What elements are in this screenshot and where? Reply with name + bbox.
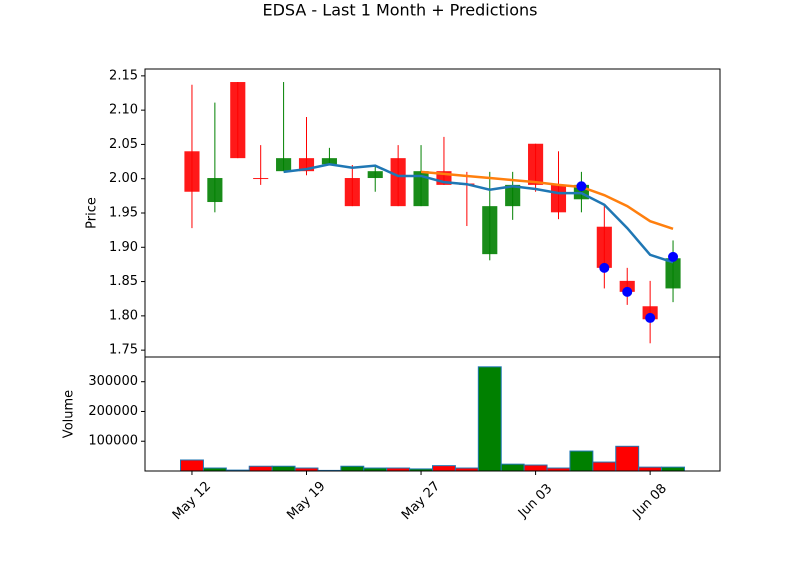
volume-bar (340, 465, 365, 472)
volume-bar (638, 466, 663, 472)
y-tick-label: 1.95 (109, 206, 138, 221)
volume-bar (500, 463, 525, 472)
candle-body (184, 151, 200, 192)
x-tick-label: May 19 (284, 479, 328, 523)
candle-body (367, 171, 383, 179)
y-tick-label: 300000 (88, 374, 138, 389)
candle-body (344, 178, 360, 207)
line-series (420, 170, 674, 230)
x-tick-label: Jun 03 (515, 481, 555, 521)
y-tick-label: 1.90 (109, 240, 138, 255)
candle-body (321, 158, 337, 165)
volume-bar (432, 465, 456, 472)
axes-frame (144, 356, 721, 472)
y-tick-label: 1.75 (109, 343, 138, 358)
volume-bar (180, 459, 204, 472)
y-tick-label: 200000 (88, 404, 138, 419)
volume-bar (271, 465, 296, 472)
candle-body (253, 178, 269, 180)
marker (645, 312, 656, 323)
candle-body (482, 206, 498, 255)
y-tick-label: 1.80 (109, 308, 138, 323)
candle-body (596, 226, 612, 268)
candle-body (207, 178, 223, 203)
chart-title: EDSA - Last 1 Month + Predictions (263, 1, 538, 20)
y-tick-label: 1.85 (109, 274, 138, 289)
candle-body (413, 171, 429, 207)
y-tick-label: 2.10 (109, 103, 138, 118)
marker (576, 181, 587, 192)
volume-bar (592, 461, 617, 472)
candle-body (276, 158, 292, 172)
candle-body (230, 82, 246, 159)
y-tick-label: 2.00 (109, 171, 138, 186)
line-series (283, 163, 674, 264)
y-axis-label: Volume (62, 390, 77, 438)
volume-bar (569, 450, 594, 472)
marker (622, 286, 633, 297)
x-tick-label: May 27 (399, 479, 443, 523)
y-tick-label: 2.05 (109, 137, 138, 152)
y-tick-label: 100000 (88, 434, 138, 449)
y-axis-label: Price (85, 197, 100, 229)
candle-body (665, 258, 681, 289)
volume-bar (477, 366, 502, 472)
candle-body (505, 184, 521, 207)
x-tick-label: Jun 08 (630, 481, 670, 521)
candle-body (619, 280, 635, 292)
volume-bar (248, 465, 273, 472)
candle-body (390, 158, 406, 207)
volume-bar (615, 445, 640, 472)
candle-body (550, 184, 567, 213)
y-tick-label: 2.15 (109, 68, 138, 83)
volume-bar (661, 466, 685, 472)
x-tick-label: May 12 (170, 479, 214, 523)
marker (599, 262, 610, 273)
marker (668, 251, 679, 262)
volume-bar (523, 464, 548, 472)
candle-body (528, 143, 544, 185)
